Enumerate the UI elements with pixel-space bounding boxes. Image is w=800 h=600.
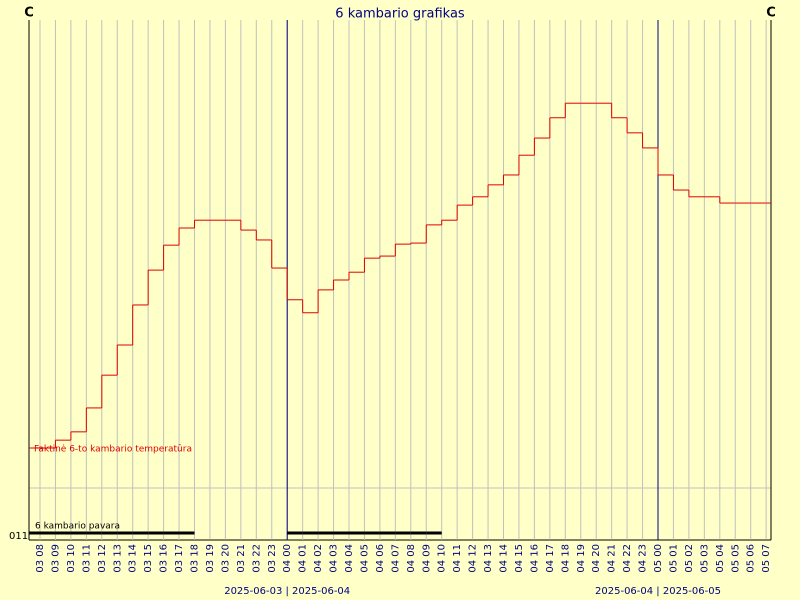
x-tick-label: 05 06 [746,544,757,573]
x-tick-label: 03 22 [251,544,262,573]
legend-label: Faktinė 6-to kambario temperatūra [34,445,192,455]
x-tick-label: 05 01 [668,544,679,573]
x-tick-label: 04 07 [390,544,401,573]
day-label: 2025-06-03 | 2025-06-04 [224,586,350,597]
x-tick-label: 04 19 [576,544,587,573]
x-tick-label: 04 23 [638,544,649,573]
x-tick-label: 05 00 [653,544,664,573]
x-tick-label: 03 10 [66,544,77,573]
x-tick-label: 03 21 [236,544,247,573]
x-tick-label: 03 15 [143,544,154,573]
x-tick-label: 04 18 [560,544,571,573]
x-tick-label: 04 02 [313,544,324,573]
x-tick-label: 03 23 [267,544,278,573]
x-tick-label: 03 19 [205,544,216,573]
x-tick-label: 04 14 [499,544,510,573]
x-tick-label: 03 12 [97,544,108,573]
x-tick-label: 05 02 [684,544,695,573]
left-unit: C [24,6,34,21]
x-tick-label: 04 09 [421,544,432,573]
x-tick-label: 03 11 [81,544,92,573]
x-tick-label: 04 16 [529,544,540,573]
x-tick-label: 03 09 [50,544,61,573]
legend-label: 6 kambario pavara [35,522,120,532]
x-tick-label: 05 05 [730,544,741,573]
x-tick-label: 03 18 [190,544,201,573]
x-tick-label: 03 13 [112,544,123,573]
x-tick-label: 04 10 [437,544,448,573]
x-tick-label: 04 13 [483,544,494,573]
x-tick-label: 04 21 [607,544,618,573]
day-label: 2025-06-04 | 2025-06-05 [595,586,721,597]
y-axis-label: 011 [9,531,28,542]
x-tick-label: 05 07 [761,544,772,573]
x-tick-label: 03 16 [159,544,170,573]
x-tick-label: 04 20 [591,544,602,573]
x-tick-label: 04 04 [344,544,355,573]
x-tick-label: 04 17 [545,544,556,573]
x-tick-label: 04 01 [298,544,309,573]
x-tick-label: 04 06 [375,544,386,573]
x-tick-label: 04 11 [452,544,463,573]
x-tick-label: 04 22 [622,544,633,573]
x-tick-label: 03 14 [128,544,139,573]
x-tick-label: 04 05 [359,544,370,573]
x-tick-label: 04 12 [468,544,479,573]
x-tick-label: 04 03 [329,544,340,573]
chart-title: 6 kambario grafikas [335,7,465,22]
x-tick-label: 04 15 [514,544,525,573]
right-unit: C [766,6,776,21]
x-tick-label: 04 08 [406,544,417,573]
x-tick-label: 04 00 [282,544,293,573]
x-tick-label: 03 17 [174,544,185,573]
x-tick-label: 05 04 [715,544,726,573]
x-tick-label: 03 20 [220,544,231,573]
x-tick-label: 05 03 [699,544,710,573]
x-tick-label: 03 08 [35,544,46,573]
